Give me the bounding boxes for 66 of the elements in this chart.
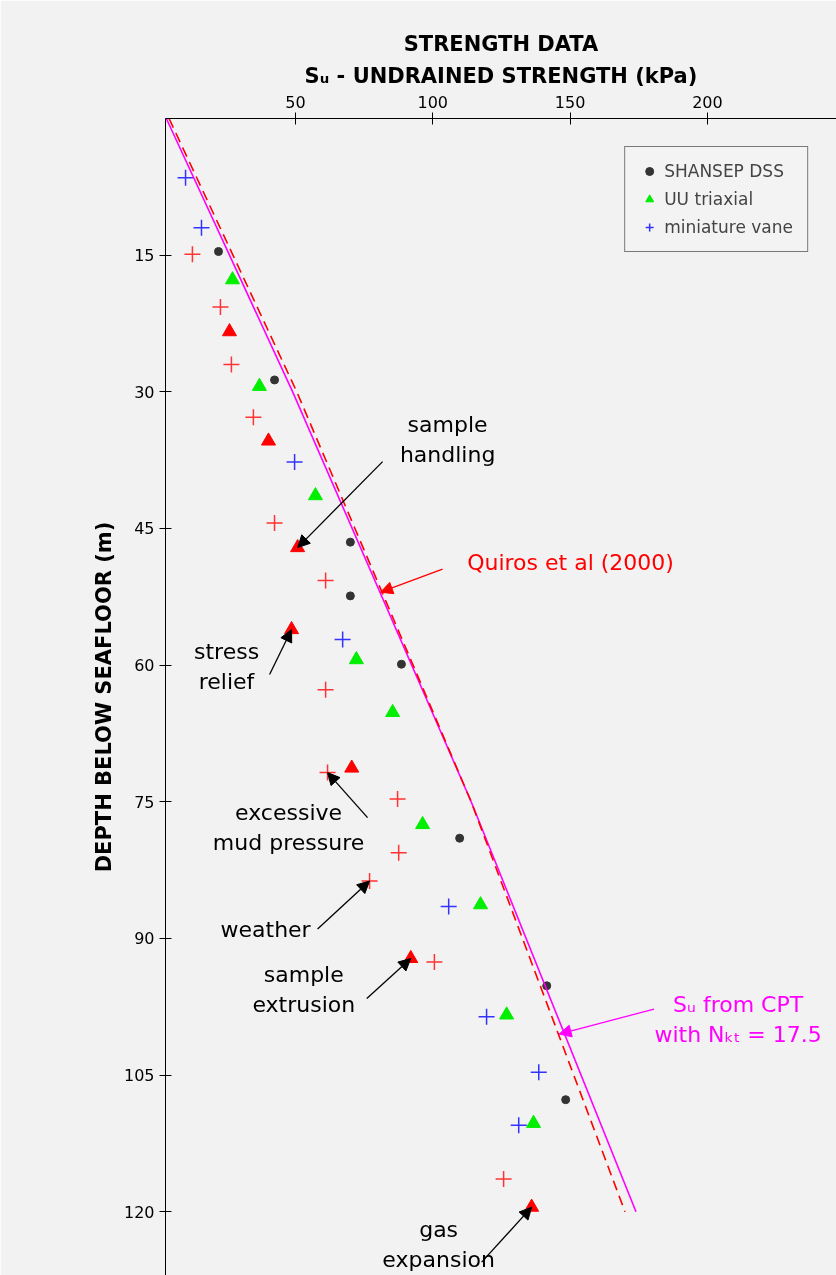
point <box>396 659 406 669</box>
point <box>415 815 431 830</box>
annotation: excessive mud pressure <box>212 800 365 856</box>
y-axis-title: DEPTH BELOW SEAFLOOR (m) <box>91 521 116 873</box>
annotation: stress relief <box>194 639 260 695</box>
annotation: weather <box>220 916 312 942</box>
point <box>285 453 304 471</box>
annotation: gas expansion <box>382 1216 495 1272</box>
point <box>214 247 224 256</box>
x-tick-label: 200 <box>692 92 723 112</box>
point <box>318 763 337 782</box>
y-tick-label: 90 <box>134 929 155 949</box>
point <box>344 759 360 773</box>
point <box>509 1116 528 1134</box>
point <box>261 432 276 446</box>
point <box>388 790 407 808</box>
x-axis-title: Sᵤ - UNDRAINED STRENGTH (kPa) <box>304 63 698 88</box>
point <box>530 1063 548 1082</box>
point <box>316 680 335 699</box>
y-tick-label: 45 <box>134 519 155 539</box>
point <box>176 168 195 187</box>
point <box>499 1006 515 1020</box>
point <box>333 630 352 649</box>
y-tick-label: 60 <box>134 656 155 676</box>
point <box>183 245 202 263</box>
point <box>561 1095 571 1105</box>
point <box>494 1170 513 1188</box>
point <box>211 298 230 316</box>
y-tick-label: 105 <box>123 1066 155 1086</box>
point <box>385 703 401 718</box>
point <box>222 323 237 337</box>
x-tick-label: 50 <box>285 92 306 112</box>
point <box>360 872 379 890</box>
point <box>244 408 263 427</box>
point <box>439 897 458 916</box>
point <box>425 953 444 971</box>
point <box>455 833 465 843</box>
legend-label: SHANSEP DSS <box>664 161 784 181</box>
point <box>389 844 408 862</box>
point <box>222 355 241 374</box>
point <box>270 375 280 385</box>
point <box>265 514 284 532</box>
point <box>192 219 211 237</box>
point <box>348 651 364 665</box>
point <box>345 537 355 547</box>
y-tick-label: 75 <box>134 792 155 812</box>
point <box>307 487 323 501</box>
y-tick-label: 15 <box>134 246 155 266</box>
annotation: sample extrusion <box>252 961 356 1017</box>
point <box>526 1114 542 1128</box>
point <box>477 1008 496 1026</box>
point <box>225 271 241 285</box>
point <box>345 591 355 601</box>
annotation: sample handling <box>399 412 496 468</box>
annotation: Sᵤ from CPT with Nₖₜ = 17.5 <box>654 991 822 1047</box>
legend-label: miniature vane <box>664 217 793 237</box>
x-tick-label: 150 <box>554 92 586 112</box>
x-tick-label: 100 <box>417 92 449 112</box>
y-tick-label: 120 <box>123 1202 155 1222</box>
point <box>316 571 335 590</box>
point <box>473 896 489 910</box>
y-tick-label: 30 <box>134 382 155 402</box>
point <box>251 377 267 391</box>
chart-title: STRENGTH DATA <box>403 31 600 56</box>
annotation: Quiros et al (2000) <box>467 549 674 575</box>
legend-label: UU triaxial <box>664 189 754 209</box>
